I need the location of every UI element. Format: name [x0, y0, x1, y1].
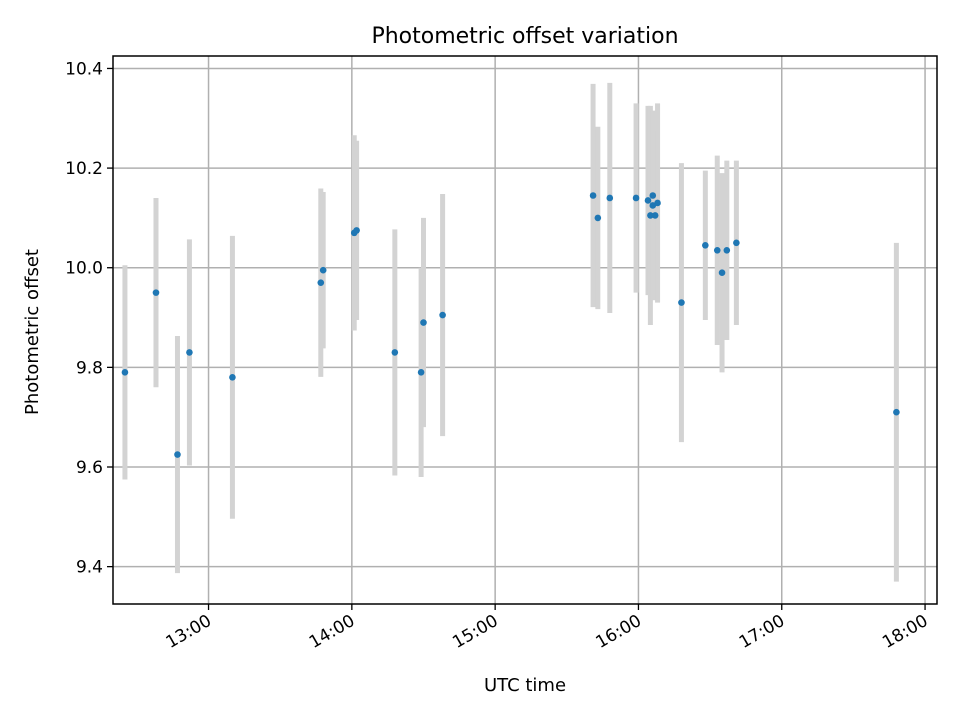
y-tick-label: 10.4 [65, 59, 103, 79]
data-point [152, 289, 160, 296]
data-point [644, 197, 652, 204]
data-point [893, 408, 900, 416]
data-points [121, 192, 900, 458]
data-point [589, 192, 597, 199]
data-point [723, 246, 731, 254]
y-axis: 9.4 9.6 9.8 10.0 10.2 10.4 [65, 59, 113, 578]
data-point [319, 266, 327, 274]
data-point [651, 212, 659, 219]
data-point [317, 279, 325, 286]
y-tick-label: 10.2 [65, 159, 103, 179]
y-axis-label: Photometric offset [22, 249, 43, 415]
x-tick-label: 15:00 [449, 611, 501, 653]
data-point [606, 194, 614, 202]
y-tick-label: 9.4 [76, 558, 103, 578]
plot-frame [112, 55, 938, 605]
x-tick-label: 14:00 [306, 611, 358, 653]
data-point [702, 242, 709, 249]
data-point [174, 451, 181, 458]
data-point [718, 269, 726, 277]
x-tick-label: 16:00 [593, 611, 645, 653]
y-tick-label: 9.6 [76, 458, 103, 478]
x-tick-label: 13:00 [163, 611, 215, 653]
x-axis-label: UTC time [484, 675, 566, 696]
data-point [417, 369, 425, 376]
data-point [229, 374, 236, 381]
x-tick-label: 18:00 [879, 611, 931, 653]
chart-title: Photometric offset variation [371, 24, 678, 49]
data-point [594, 214, 602, 222]
data-point [654, 199, 661, 207]
y-tick-label: 10.0 [65, 259, 103, 279]
data-point [649, 192, 657, 199]
x-tick-label: 17:00 [736, 611, 788, 653]
y-tick-label: 9.8 [76, 358, 103, 378]
grid [113, 56, 937, 604]
data-point [632, 194, 640, 202]
data-point [420, 319, 427, 326]
data-point [121, 369, 129, 376]
data-point [439, 311, 446, 319]
x-axis: 13:00 14:00 15:00 16:00 17:00 18:00 [163, 604, 932, 653]
data-point [647, 212, 654, 219]
data-point [353, 227, 360, 234]
data-point [678, 299, 685, 306]
data-point [391, 349, 399, 356]
data-point [713, 246, 721, 254]
data-point [186, 349, 193, 356]
error-bars [122, 82, 899, 582]
data-point [733, 239, 740, 247]
